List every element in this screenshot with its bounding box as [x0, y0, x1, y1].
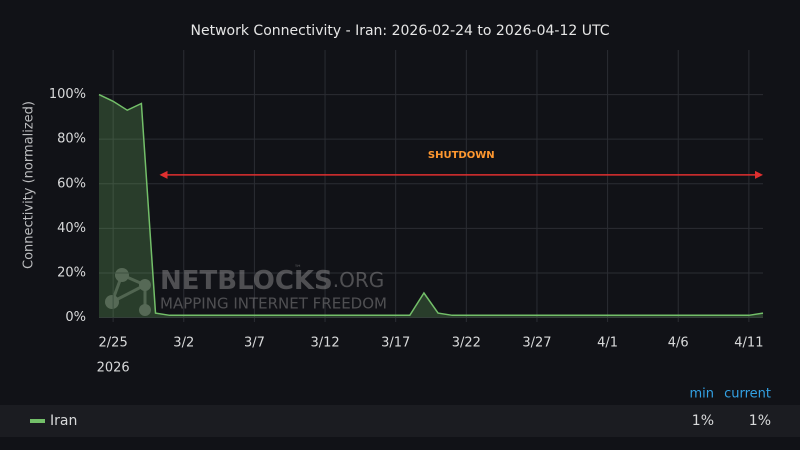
watermark-suffix: .ORG: [333, 268, 385, 292]
watermark-tagline: MAPPING INTERNET FREEDOM: [160, 295, 387, 313]
line: [98, 93, 764, 317]
x-tick-label: 4/6: [668, 336, 689, 351]
y-tick-label: 0%: [65, 310, 86, 325]
chart-title: Network Connectivity - Iran: 2026-02-24 …: [191, 23, 610, 39]
x-tick-label: 3/7: [244, 336, 265, 351]
y-tick-label: 100%: [49, 87, 86, 102]
y-tick-label: 60%: [57, 176, 86, 191]
y-tick-label: 80%: [57, 132, 86, 147]
watermark-logo: [105, 268, 151, 316]
y-tick-label: 40%: [57, 221, 86, 236]
legend-stat: 1%: [692, 413, 714, 429]
watermark-tm: ™: [294, 264, 302, 273]
x-tick-label: 4/1: [597, 336, 618, 351]
legend-row-bg: [0, 405, 800, 437]
watermark-name-text: NETBLOCKS: [160, 266, 333, 296]
arrow-head: [159, 170, 168, 179]
arrow-head: [755, 170, 763, 179]
x-tick-label: 3/12: [310, 336, 339, 351]
watermark-name: NETBLOCKS.ORG: [160, 266, 384, 296]
y-axis-label: Connectivity (normalized): [22, 101, 37, 269]
x-tick-label: 3/22: [452, 336, 481, 351]
x-tick-label: 3/27: [522, 336, 551, 351]
legend-header: current: [724, 387, 771, 402]
x-year-label: 2026: [97, 361, 130, 376]
x-tick-label: 2/25: [99, 336, 128, 351]
x-tick-label: 3/2: [173, 336, 194, 351]
y-tick-label: 20%: [57, 265, 86, 280]
legend-label: Iran: [50, 413, 77, 429]
legend-stat: 1%: [749, 413, 771, 429]
x-tick-label: 4/11: [734, 336, 763, 351]
legend-header: min: [689, 387, 714, 402]
annotation-text: SHUTDOWN: [428, 150, 495, 161]
x-tick-label: 3/17: [381, 336, 410, 351]
